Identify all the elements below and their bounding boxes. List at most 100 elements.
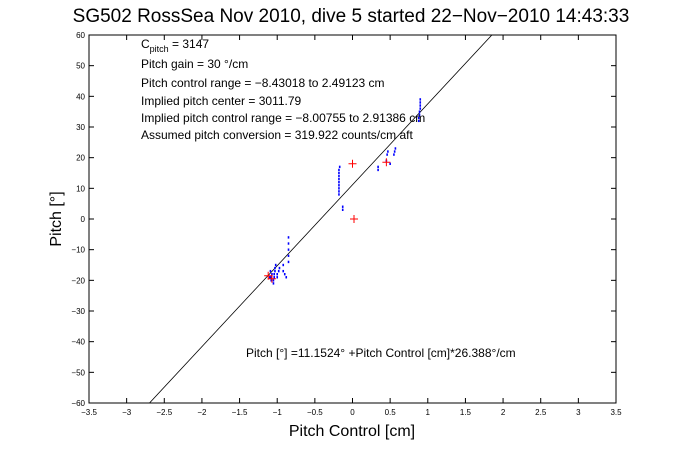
data-point [285, 276, 288, 279]
annotation-block: Cpitch = 3147 Pitch gain = 30 °/cm Pitch… [141, 37, 425, 142]
y-tick-label: −60 [71, 399, 85, 408]
data-point [341, 205, 344, 208]
data-point-plus [350, 215, 359, 223]
y-tick-label: −30 [71, 307, 85, 316]
data-point [270, 279, 272, 282]
data-point [287, 236, 290, 239]
data-point [338, 187, 340, 190]
data-point [417, 116, 420, 119]
y-tick-label: 20 [76, 154, 85, 163]
data-point [386, 153, 388, 156]
data-point [273, 276, 276, 279]
data-point [276, 273, 279, 276]
fit-line [148, 35, 493, 403]
data-point [282, 269, 285, 273]
y-tick-label: 60 [76, 31, 85, 40]
data-point [377, 168, 379, 172]
x-tick-label: −1 [273, 408, 283, 417]
x-tick-label: −1.5 [232, 408, 248, 417]
y-tick-label: −20 [71, 276, 85, 285]
y-tick-label: 30 [76, 123, 85, 132]
x-tick-label: 0.5 [385, 408, 397, 417]
c-pitch-sub: pitch [150, 44, 169, 54]
data-point [417, 119, 420, 123]
x-tick-label: 2.5 [535, 408, 547, 417]
fit-line-path [148, 35, 493, 403]
data-point [418, 113, 421, 116]
data-point [274, 266, 276, 270]
annotation-implied-range: Implied pitch control range = −8.00755 t… [141, 111, 425, 125]
data-point [269, 269, 272, 273]
y-tick-label: 0 [81, 215, 86, 224]
data-point [287, 242, 290, 245]
data-point [418, 110, 421, 113]
x-tick-label: −3 [122, 408, 132, 417]
x-tick-label: −3.5 [81, 408, 97, 417]
x-tick-label: 1.5 [460, 408, 472, 417]
data-point [377, 165, 379, 169]
x-tick-label: 1 [426, 408, 431, 417]
data-point [338, 184, 340, 187]
data-point [278, 266, 281, 270]
data-point [338, 177, 340, 181]
data-point-plus [348, 159, 357, 168]
data-point [419, 107, 422, 110]
data-point [419, 101, 422, 104]
data-point [338, 165, 341, 169]
x-ticks: −3.5 −3 −2.5 −2 −1.5 −1 −0.5 0 0.5 1 1.5 2 2.5 3 3.5 [81, 35, 622, 417]
data-point [419, 104, 422, 107]
x-tick-label: −0.5 [307, 408, 323, 417]
c-pitch-main: C [141, 37, 150, 51]
data-points [264, 98, 422, 285]
data-point [283, 273, 286, 276]
data-point [341, 208, 344, 211]
data-point [274, 263, 277, 267]
data-point [389, 162, 391, 165]
y-ticks: −60 −50 −40 −30 −20 −10 0 10 20 30 40 50 60 [71, 31, 616, 408]
data-point [338, 174, 340, 178]
data-point [394, 147, 397, 150]
data-point [393, 150, 396, 153]
annotation-pitch-center: Implied pitch center = 3011.79 [141, 94, 302, 108]
x-tick-label: −2 [197, 408, 207, 417]
data-point [271, 273, 273, 276]
y-tick-label: −10 [71, 246, 85, 255]
data-point [338, 181, 340, 184]
x-tick-label: −2.5 [156, 408, 172, 417]
data-point [272, 279, 275, 282]
data-point [387, 150, 389, 153]
x-axis-label: Pitch Control [cm] [289, 423, 415, 440]
y-tick-label: 10 [76, 184, 85, 193]
data-point [270, 276, 272, 279]
data-point [276, 276, 279, 279]
data-point [273, 273, 276, 276]
data-point [338, 171, 340, 175]
x-tick-label: 0 [350, 408, 355, 417]
plot-area: −3.5 −3 −2.5 −2 −1.5 −1 −0.5 0 0.5 1 1.5 2 2.5 3 3.5 −… [71, 31, 622, 417]
y-tick-label: 40 [76, 92, 85, 101]
y-tick-label: 50 [76, 62, 85, 71]
data-point [338, 193, 340, 196]
data-point-plus [382, 158, 391, 167]
data-point [338, 168, 340, 172]
data-point [419, 98, 422, 101]
chart-title: SG502 RossSea Nov 2010, dive 5 started 2… [73, 6, 630, 27]
c-pitch-label: Cpitch = 3147 [141, 37, 209, 54]
data-point [393, 153, 395, 156]
annotation-conversion: Assumed pitch conversion = 319.922 count… [141, 128, 413, 142]
x-tick-label: 3 [576, 408, 581, 417]
c-pitch-value: = 3147 [169, 37, 210, 51]
data-point [282, 263, 285, 267]
data-point [277, 269, 280, 273]
annotation-control-range: Pitch control range = −8.43018 to 2.4912… [141, 76, 385, 90]
x-tick-label: 3.5 [610, 408, 622, 417]
data-point [272, 282, 275, 285]
y-tick-label: −50 [71, 368, 85, 377]
x-tick-label: 2 [501, 408, 506, 417]
data-point [274, 269, 276, 273]
data-point [287, 248, 290, 251]
data-point-plus [267, 274, 276, 283]
annotation-pitch-gain: Pitch gain = 30 °/cm [141, 57, 248, 71]
